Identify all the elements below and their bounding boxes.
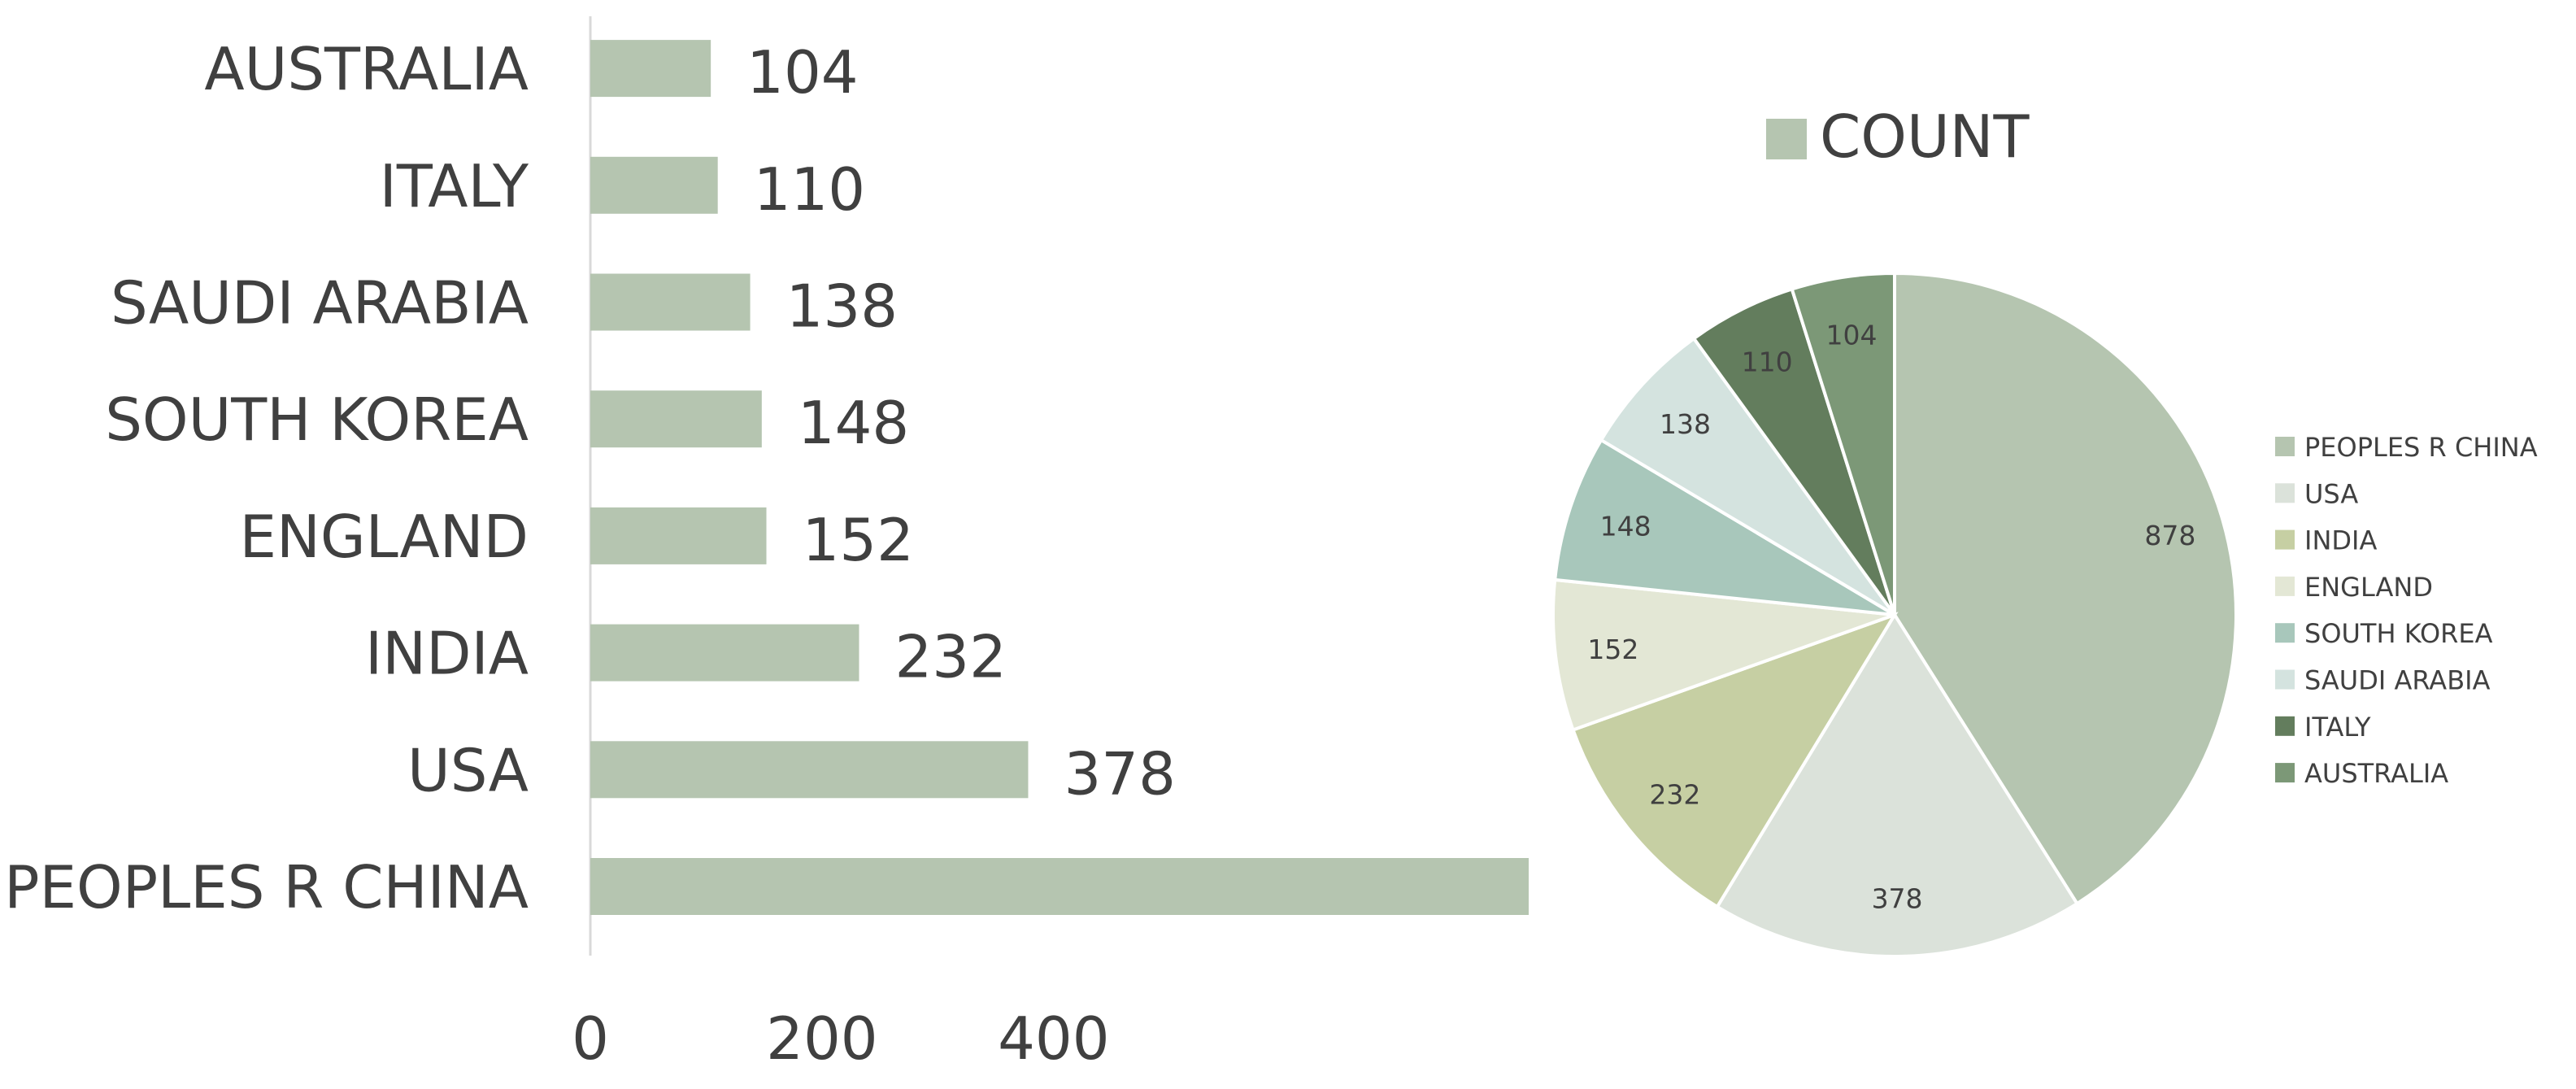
pie-data-label: 378 [1872, 883, 1923, 915]
legend-swatch [2275, 483, 2295, 503]
legend-title: COUNT [1820, 102, 2030, 171]
pie-slice [1790, 271, 1896, 616]
pie-slice [1551, 577, 1895, 733]
bar-category-label: SOUTH KOREA [105, 386, 529, 454]
pie-data-label: 152 [1587, 634, 1638, 665]
bar-category-label: PEOPLES R CHINA [4, 853, 529, 921]
pie-slice [1553, 438, 1896, 616]
bar-chart: PEOPLES R CHINA USA INDIA ENGLAND SOUTH KORE… [4, 16, 1529, 1073]
legend-swatch [2275, 669, 2295, 690]
bar [590, 273, 751, 331]
legend-title-swatch [1766, 119, 1807, 159]
legend-label: ITALY [2304, 712, 2371, 743]
bar [590, 40, 711, 98]
legend-label: SOUTH KOREA [2304, 618, 2493, 649]
legend-swatch [2275, 623, 2295, 643]
pie-data-label: 104 [1825, 319, 1877, 351]
bar-data-label: 110 [754, 155, 865, 224]
legend-swatch [2275, 529, 2295, 550]
x-tick-label: 200 [766, 1004, 877, 1073]
legend-label: USA [2304, 478, 2358, 509]
bar-category-label: ITALY [380, 152, 529, 220]
pie-chart: COUNT 878 378 232 152 148 138 110 104 PEOPLES R… [1551, 102, 2538, 958]
bar [590, 156, 718, 214]
legend-label: AUSTRALIA [2304, 758, 2448, 789]
legend-label: SAUDI ARABIA [2304, 665, 2491, 696]
pie-data-label: 232 [1649, 778, 1700, 810]
bar-series [590, 40, 1529, 915]
bar-x-tick-labels: 0 200 400 [572, 1004, 1109, 1073]
legend-label: PEOPLES R CHINA [2304, 432, 2538, 463]
pie-data-label: 878 [2144, 520, 2195, 551]
legend-label: ENGLAND [2304, 572, 2433, 603]
bar-category-label: INDIA [365, 620, 529, 688]
pie-slices [1551, 271, 2238, 958]
pie-data-label: 148 [1600, 510, 1651, 542]
pie-legend: PEOPLES R CHINA USA INDIA ENGLAND SOUTH KORE… [2275, 432, 2538, 789]
bar [590, 507, 767, 564]
pie-slice [1570, 612, 1899, 909]
pie-data-labels: 878 378 232 152 148 138 110 104 [1587, 319, 2195, 914]
x-tick-label: 400 [998, 1004, 1109, 1073]
bar-data-label: 148 [798, 389, 909, 457]
bar-data-label: 378 [1064, 739, 1175, 808]
x-tick-label: 0 [572, 1004, 609, 1073]
bar-category-label: ENGLAND [240, 503, 529, 571]
bar-data-labels: 378 232 152 148 138 110 104 [746, 38, 1176, 808]
legend-swatch [2275, 716, 2295, 736]
legend-swatch [2275, 576, 2295, 596]
bar [590, 624, 859, 682]
legend-label: INDIA [2304, 525, 2377, 556]
pie-data-label: 138 [1660, 408, 1711, 440]
bar-category-label: USA [407, 736, 529, 804]
bar-data-label: 104 [746, 38, 858, 107]
bar-data-label: 138 [786, 272, 898, 341]
bar [590, 741, 1029, 799]
legend-swatch [2275, 763, 2295, 783]
bar-category-labels: PEOPLES R CHINA USA INDIA ENGLAND SOUTH KORE… [4, 35, 529, 921]
pie-slice [1599, 336, 1896, 616]
pie-data-label: 110 [1742, 346, 1793, 378]
bar-data-label: 232 [894, 623, 1006, 691]
bar-data-label: 152 [803, 506, 914, 574]
bar-category-label: SAUDI ARABIA [111, 269, 529, 338]
bar [590, 858, 1529, 915]
bar-category-label: AUSTRALIA [204, 35, 529, 103]
pie-slice [1715, 612, 2080, 958]
pie-slice [1893, 271, 2238, 906]
bar [590, 390, 762, 448]
legend-swatch [2275, 437, 2295, 456]
